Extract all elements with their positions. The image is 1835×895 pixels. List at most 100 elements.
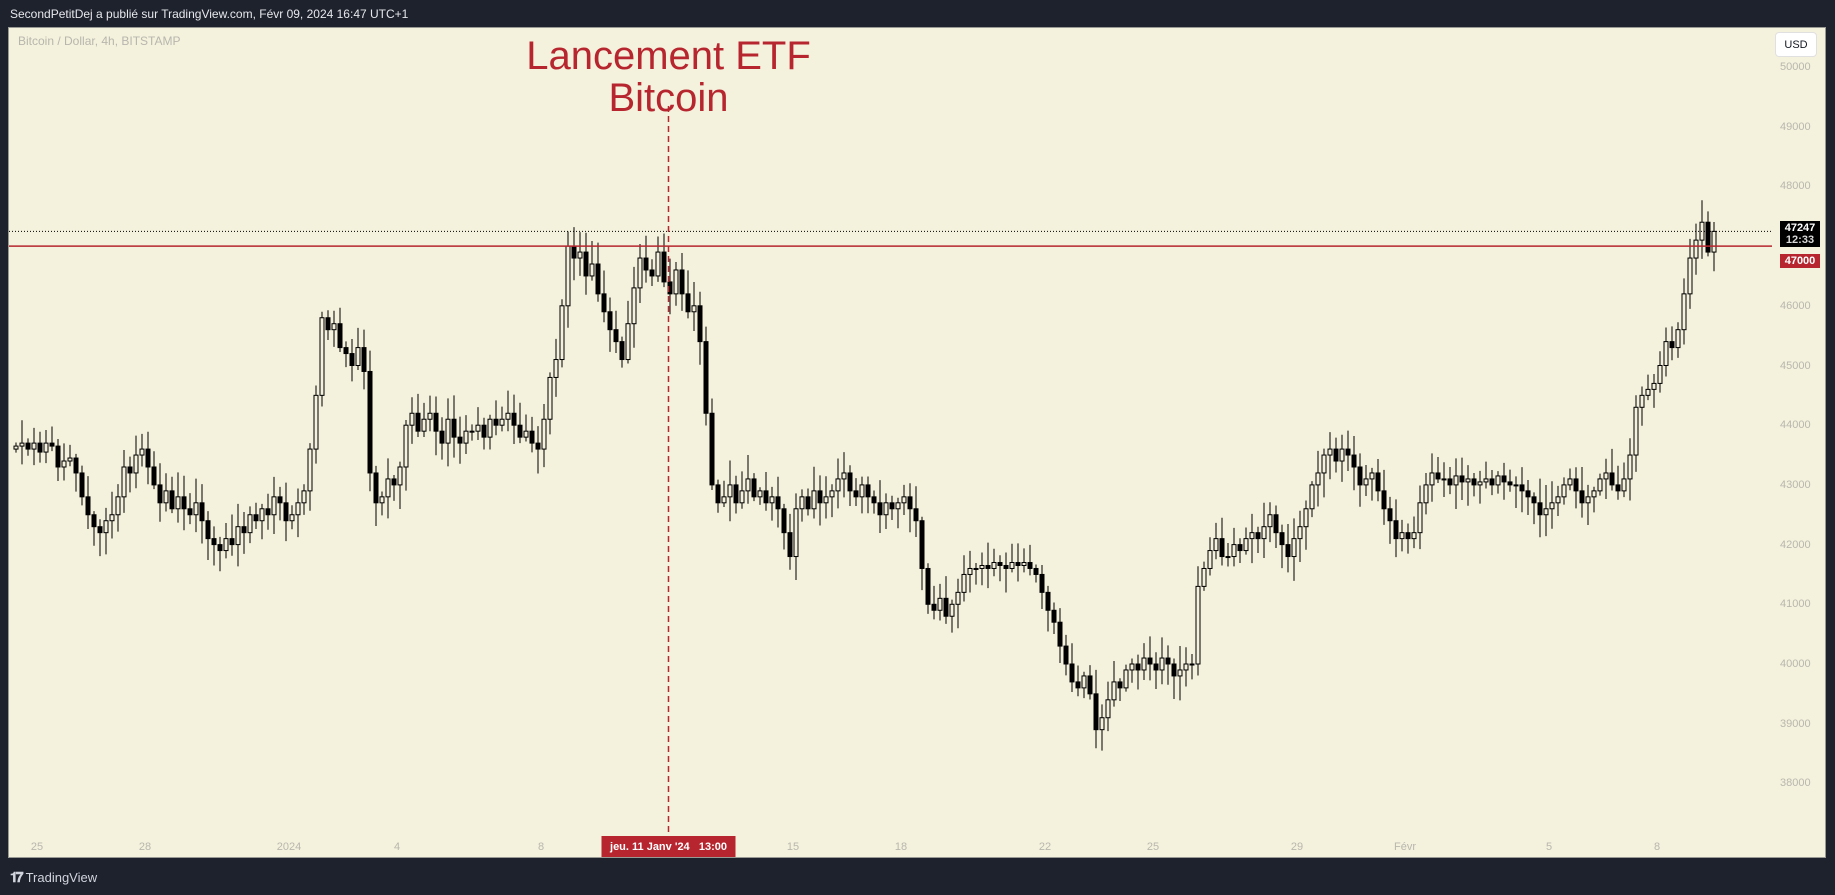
candle-bearish (817, 490, 823, 504)
candle-bullish (1423, 484, 1429, 504)
candle-bullish (463, 430, 469, 444)
candle-bullish (1591, 490, 1597, 498)
crosshair-date-label: jeu. 11 Janv '24 13:00 (601, 836, 736, 857)
candle-bearish (1333, 448, 1339, 462)
candle-bearish (535, 442, 541, 450)
symbol-legend: Bitcoin / Dollar, 4h, BITSTAMP (18, 34, 181, 48)
candle-bearish (265, 508, 271, 516)
last-price-label: 47247 12:33 (1780, 221, 1820, 248)
candle-bearish (1345, 448, 1351, 456)
candle-bullish (793, 508, 799, 558)
candle-bearish (889, 502, 895, 510)
candle-bearish (529, 430, 535, 444)
candle-bullish (505, 412, 511, 420)
brand-name: TradingView (25, 870, 98, 885)
candle-bearish (145, 448, 151, 468)
candle-bullish (721, 496, 727, 504)
candle-bullish (547, 376, 553, 420)
candle-bullish (385, 478, 391, 498)
candle-bullish (1231, 544, 1237, 558)
candle-bearish (703, 341, 709, 414)
level-price-label: 47000 (1780, 254, 1820, 269)
candle-bearish (457, 436, 463, 444)
currency-button[interactable]: USD (1775, 32, 1817, 57)
candle-bullish (673, 269, 679, 295)
candle-bullish (835, 478, 841, 492)
candle-bearish (1219, 538, 1225, 558)
candle-bullish (1189, 663, 1195, 666)
candle-bearish (157, 484, 163, 504)
footer-brand: 𝟏𝟕 TradingView (10, 869, 97, 886)
candle-bearish (1609, 472, 1615, 486)
candle-bearish (361, 347, 367, 372)
time-tick-label: 4 (393, 841, 401, 853)
candle-bearish (337, 323, 343, 349)
candle-bullish (1321, 454, 1327, 474)
candle-bullish (445, 418, 451, 444)
candle-bearish (619, 341, 625, 361)
candle-bullish (745, 478, 751, 492)
candle-bearish (697, 305, 703, 343)
candle-bearish (367, 370, 373, 474)
candle-bearish (241, 526, 247, 534)
candle-bearish (1051, 609, 1057, 623)
candle-bearish (373, 472, 379, 504)
candle-bullish (1681, 293, 1687, 331)
candle-bullish (991, 562, 997, 569)
time-tick-label: 25 (1146, 841, 1160, 853)
candle-bearish (1351, 454, 1357, 468)
candle-bearish (451, 418, 457, 438)
tradingview-logo-icon: 𝟏𝟕 (10, 869, 24, 885)
candle-bullish (637, 257, 643, 289)
candle-bearish (595, 263, 601, 295)
candle-bullish (1633, 406, 1639, 456)
candle-bullish (1363, 478, 1369, 486)
candle-bullish (1261, 526, 1267, 540)
candle-bullish (961, 573, 967, 593)
chart-panel[interactable]: Bitcoin / Dollar, 4h, BITSTAMP USD Lance… (8, 27, 1826, 858)
candle-bullish (1195, 585, 1201, 665)
candle-bearish (391, 478, 397, 486)
candle-bullish (655, 251, 661, 277)
time-tick-label: 25 (30, 841, 44, 853)
candle-bearish (1447, 478, 1453, 486)
candle-bullish (829, 490, 835, 498)
candle-bearish (1033, 567, 1039, 575)
candle-bearish (1435, 472, 1441, 480)
candle-bullish (289, 514, 295, 522)
candle-bullish (1645, 388, 1651, 396)
candle-bearish (1507, 481, 1513, 486)
candle-bullish (955, 591, 961, 605)
time-tick-label: 28 (138, 841, 152, 853)
candle-bearish (79, 472, 85, 498)
candle-bullish (259, 508, 265, 522)
price-tick-label: 39000 (1780, 717, 1811, 730)
candle-bearish (511, 412, 517, 426)
candle-bullish (1465, 478, 1471, 483)
candle-bullish (559, 305, 565, 361)
candle-bearish (91, 514, 97, 528)
candle-bearish (1393, 520, 1399, 540)
candle-bearish (1357, 466, 1363, 486)
candle-bullish (139, 448, 145, 456)
candle-bullish (757, 490, 763, 498)
candle-bearish (283, 502, 289, 522)
candle-bearish (55, 445, 61, 468)
price-tick-label: 49000 (1780, 120, 1811, 133)
candle-bearish (1117, 681, 1123, 689)
candle-bearish (709, 412, 715, 486)
candle-bearish (1573, 478, 1579, 492)
candle-bullish (313, 394, 319, 450)
candle-bullish (247, 514, 253, 534)
candle-bearish (25, 442, 31, 450)
candle-bearish (1135, 663, 1141, 671)
candlestick-chart[interactable] (9, 28, 1826, 858)
candle-bearish (925, 567, 931, 605)
candle-bullish (979, 564, 985, 569)
candle-bearish (1525, 490, 1531, 498)
candle-bullish (1585, 496, 1591, 504)
candle-bearish (97, 526, 103, 534)
candle-bullish (799, 496, 805, 510)
candle-bullish (1693, 239, 1699, 259)
candle-bearish (1459, 475, 1465, 483)
